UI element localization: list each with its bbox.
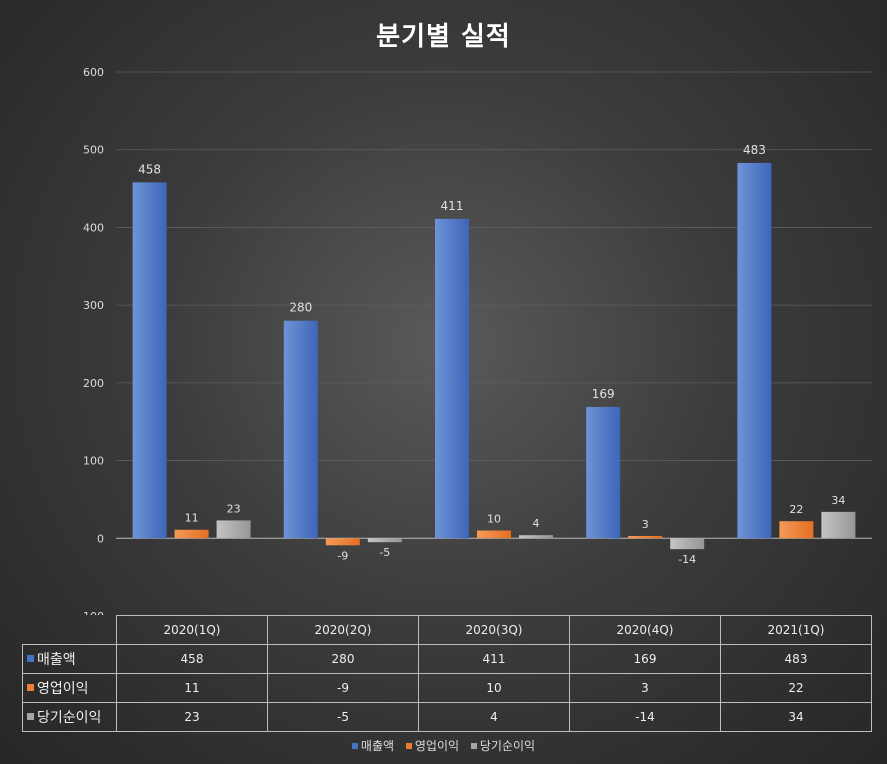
data-label: 23 <box>227 502 241 515</box>
table-cell: 22 <box>720 672 872 703</box>
y-tick-label: 500 <box>83 144 104 157</box>
table-row-header: 매출액 <box>22 643 117 674</box>
data-label: 4 <box>533 517 540 530</box>
legend-swatch <box>470 743 477 749</box>
table-cell: 411 <box>418 643 570 674</box>
table-cell: 23 <box>116 701 268 732</box>
bar <box>325 538 360 546</box>
y-tick-label: 600 <box>83 66 104 79</box>
legend-swatch <box>405 743 412 749</box>
bar <box>628 535 663 539</box>
bar <box>779 521 814 539</box>
table-header-cell: 2020(2Q) <box>267 615 419 645</box>
bar <box>435 218 469 539</box>
table-header-row: 2020(1Q) 2020(2Q) 2020(3Q) 2020(4Q) 2021… <box>23 615 872 645</box>
bar <box>821 511 856 539</box>
bar <box>586 406 621 539</box>
bar <box>519 535 553 539</box>
table-header-cell: 2020(4Q) <box>569 615 721 645</box>
data-labels: 458 11 23 280 -9 -5 411 10 4 169 3 -14 483 22 34 <box>138 143 845 566</box>
bar <box>216 520 251 539</box>
table-row-net-income: 당기순이익 23 -5 4 -14 34 <box>22 701 872 732</box>
y-tick-label: -100 <box>79 610 104 615</box>
series-swatch <box>27 683 34 691</box>
data-label: 10 <box>487 513 501 526</box>
table-cell: -5 <box>267 701 419 732</box>
table-header-cell: 2020(3Q) <box>418 615 570 645</box>
table-cell: 458 <box>116 643 268 674</box>
table-header-cell: 2021(1Q) <box>720 615 872 645</box>
table-cell: -9 <box>267 672 419 703</box>
table-cell: 483 <box>720 643 872 674</box>
table-cell: 280 <box>267 643 419 674</box>
y-tick-label: 300 <box>83 299 104 312</box>
data-label: 411 <box>441 199 464 213</box>
bar <box>283 320 318 539</box>
legend: 매출액 영업이익 당기순이익 <box>0 737 887 754</box>
y-tick-label: 0 <box>97 532 104 545</box>
table-header-cell: 2020(1Q) <box>116 615 268 645</box>
bar <box>670 538 705 550</box>
table-cell: 11 <box>116 672 268 703</box>
legend-item: 매출액 <box>351 737 395 754</box>
table-row-operating-profit: 영업이익 11 -9 10 3 22 <box>22 672 872 703</box>
bar <box>174 529 209 539</box>
legend-label: 당기순이익 <box>479 739 536 753</box>
y-tick-label: 100 <box>83 455 104 468</box>
y-axis-tick-labels: 600 500 400 300 200 100 0 -100 <box>79 66 104 615</box>
data-label: -14 <box>678 553 696 566</box>
y-tick-label: 400 <box>83 221 104 234</box>
data-label: 483 <box>743 143 766 157</box>
table-cell: 10 <box>418 672 570 703</box>
table-cell: 169 <box>569 643 721 674</box>
bars <box>132 162 856 550</box>
data-label: 11 <box>185 512 199 525</box>
table-row-header: 영업이익 <box>22 672 117 703</box>
data-table: 2020(1Q) 2020(2Q) 2020(3Q) 2020(4Q) 2021… <box>22 615 872 732</box>
legend-item: 영업이익 <box>405 737 460 754</box>
data-label: 34 <box>831 494 845 507</box>
data-label: 22 <box>789 503 803 516</box>
legend-item: 당기순이익 <box>470 737 536 754</box>
bar <box>477 530 511 539</box>
legend-label: 매출액 <box>360 739 395 753</box>
series-swatch <box>27 712 34 720</box>
y-tick-label: 200 <box>83 377 104 390</box>
legend-label: 영업이익 <box>414 739 460 753</box>
data-label: 458 <box>138 162 161 176</box>
data-label: -5 <box>379 546 390 559</box>
table-cell: -14 <box>569 701 721 732</box>
data-label: 169 <box>592 387 615 401</box>
series-name: 매출액 <box>37 651 76 668</box>
bar <box>367 538 402 543</box>
data-label: 280 <box>289 301 312 315</box>
data-label: 3 <box>642 518 649 531</box>
chart-title: 분기별 실적 <box>376 22 511 52</box>
table-cell: 3 <box>569 672 721 703</box>
table-row-revenue: 매출액 458 280 411 169 483 <box>22 643 872 674</box>
bar <box>737 162 772 539</box>
series-name: 당기순이익 <box>37 709 102 726</box>
bar <box>132 182 167 539</box>
series-swatch <box>27 654 34 662</box>
data-label: -9 <box>337 549 348 562</box>
table-cell: 4 <box>418 701 570 732</box>
series-name: 영업이익 <box>37 680 89 697</box>
table-cell: 34 <box>720 701 872 732</box>
legend-swatch <box>351 743 358 749</box>
table-row-header: 당기순이익 <box>22 701 117 732</box>
